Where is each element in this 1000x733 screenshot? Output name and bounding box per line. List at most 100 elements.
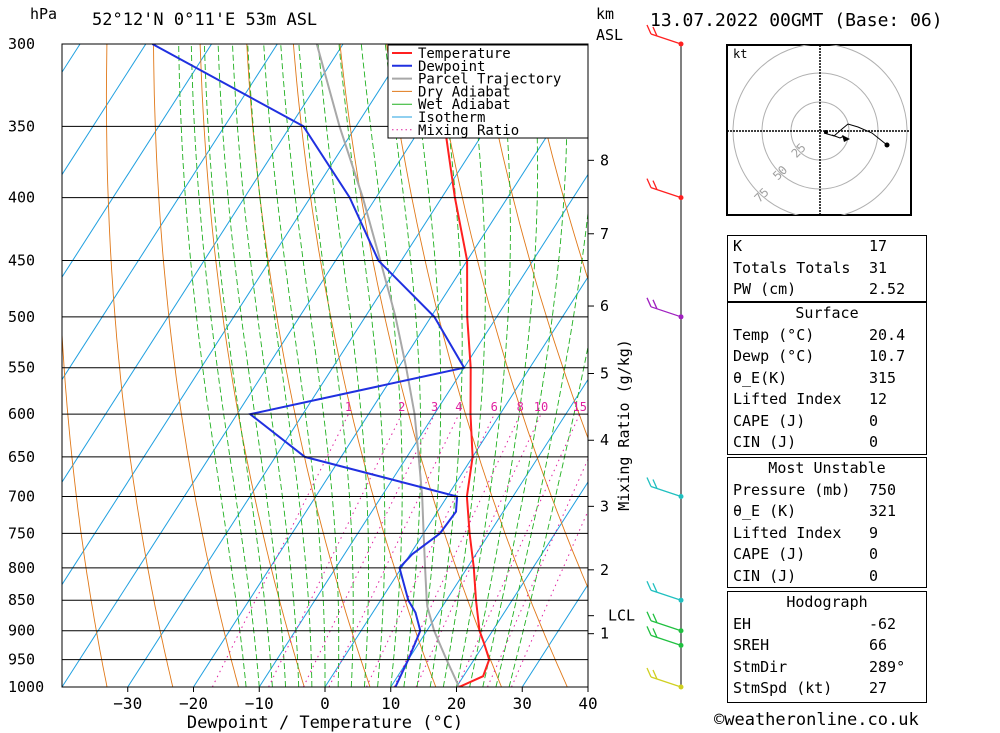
x-axis-title: Dewpoint / Temperature (°C) <box>187 713 463 733</box>
hodograph-row: EH -62 <box>733 614 897 633</box>
mixing-ratio-line <box>511 509 588 687</box>
surface-row: CAPE (J) 0 <box>733 411 879 430</box>
wet-adiabat-line <box>217 44 287 687</box>
wind-barb <box>646 626 682 646</box>
wind-barb-dot <box>678 684 684 690</box>
km-tick-label: 6 <box>600 297 609 315</box>
dry-adiabat-line <box>479 44 588 440</box>
wind-barb-dot <box>678 494 684 500</box>
pressure-tick-label: 750 <box>8 524 35 542</box>
most-unstable-title: Most Unstable <box>768 459 886 477</box>
asl-label: ASL <box>596 26 624 44</box>
wind-barb-dot <box>678 314 684 320</box>
wind-barb-dot <box>678 628 684 634</box>
x-tick-label: 40 <box>578 694 597 713</box>
isotherm-line <box>456 481 588 687</box>
surface-row: θ_E(K) 315 <box>733 368 897 387</box>
mixing-ratio-label: 10 <box>534 400 548 414</box>
temperature-line <box>427 44 491 687</box>
hodograph-unit-label: kt <box>733 47 747 61</box>
wet-adiabat-line <box>190 44 260 687</box>
wind-barb <box>646 580 682 601</box>
x-tick-label: −10 <box>245 694 274 713</box>
mixing-ratio-label: 2 <box>398 400 405 414</box>
most-unstable-row: CIN (J) 0 <box>733 566 879 585</box>
location-label: 52°12'N 0°11'E 53m ASL <box>92 10 318 30</box>
pressure-tick-label: 900 <box>8 622 35 640</box>
pressure-tick-label: 350 <box>8 117 35 135</box>
x-tick-label: 30 <box>513 694 532 713</box>
legend-entry: Wet Adiabat <box>418 97 511 113</box>
hodograph-info-panel: Hodograph EH -62 SREH 66 StmDir 289° StmSpd… <box>727 591 927 703</box>
legend-entry: Dry Adiabat <box>418 84 511 100</box>
hodograph-row: StmSpd (kt) 27 <box>733 679 888 697</box>
wet-adiabat-line <box>469 44 539 687</box>
mixing-ratio-label: 8 <box>517 400 524 414</box>
hodograph-start-dot <box>824 130 828 134</box>
wind-barb-dot <box>678 642 684 648</box>
index-row: PW (cm) 2.52 <box>733 280 906 298</box>
wind-barb <box>646 178 682 199</box>
legend-entry: Isotherm <box>418 110 485 126</box>
wet-adiabat-line <box>263 44 326 687</box>
pressure-unit-label: hPa <box>30 5 58 23</box>
pressure-tick-label: 500 <box>8 308 35 326</box>
wind-barb-dot <box>678 597 684 603</box>
dry-adiabat-line <box>292 44 437 687</box>
mixing-ratio-label: 4 <box>455 400 462 414</box>
surface-title: Surface <box>795 304 859 322</box>
most-unstable-row: Lifted Index 9 <box>733 523 879 542</box>
parcel-trajectory-line <box>315 44 461 687</box>
wet-adiabat-line <box>338 44 386 687</box>
legend-entry: Temperature <box>418 46 511 62</box>
surface-row: Temp (°C) 20.4 <box>733 325 906 344</box>
hodograph-end-dot <box>884 142 890 148</box>
pressure-tick-label: 600 <box>8 405 35 423</box>
datetime-label: 13.07.2022 00GMT (Base: 06) <box>650 10 943 31</box>
storm-motion-arrow <box>842 135 850 142</box>
x-tick-label: 10 <box>381 694 400 713</box>
km-label: km <box>596 5 615 23</box>
plot-frame <box>61 43 589 688</box>
legend-entry: Mixing Ratio <box>418 123 519 139</box>
km-tick-label: 5 <box>600 365 609 383</box>
mixing-ratio-line <box>487 457 588 687</box>
pressure-tick-label: 550 <box>8 359 35 377</box>
pressure-tick-label: 850 <box>8 591 35 609</box>
wind-barb <box>646 297 682 318</box>
wet-adiabat-line <box>232 44 300 687</box>
wet-adiabat-line <box>429 44 463 687</box>
dry-adiabat-line <box>105 44 174 687</box>
dry-adiabat-line <box>339 44 502 687</box>
hodograph-row: SREH 66 <box>733 636 888 654</box>
legend-entry: Dewpoint <box>418 59 485 75</box>
legend-entry: Parcel Trajectory <box>418 72 561 88</box>
km-tick-label: 2 <box>600 561 609 579</box>
dry-adiabat-line <box>153 44 239 687</box>
pressure-tick-label: 300 <box>8 35 35 53</box>
surface-row: Lifted Index 12 <box>733 390 888 408</box>
km-tick-label: 3 <box>600 497 609 515</box>
x-tick-label: −30 <box>113 694 142 713</box>
most-unstable-row: θ_E (K) 321 <box>733 502 897 520</box>
index-row: Totals Totals 31 <box>733 258 888 277</box>
wet-adiabat-line <box>247 44 313 687</box>
dry-adiabat-line <box>993 44 1000 687</box>
legend-box <box>387 44 589 139</box>
km-tick-label: 7 <box>600 225 609 243</box>
km-tick-label: 8 <box>600 151 609 169</box>
dry-adiabat-line <box>525 44 588 281</box>
isotherm-line <box>62 44 147 176</box>
mixing-ratio-line <box>456 413 581 687</box>
mixing-ratio-line <box>328 413 460 687</box>
copyright-label: ©weatheronline.co.uk <box>714 710 919 730</box>
wind-barb <box>646 667 682 688</box>
wind-barb-dot <box>678 41 684 47</box>
isotherm-line <box>390 378 588 687</box>
hodograph-row: StmDir 289° <box>733 657 906 676</box>
x-tick-label: 20 <box>447 694 466 713</box>
dry-adiabat-line <box>946 44 1000 687</box>
isotherm-line <box>62 44 278 381</box>
